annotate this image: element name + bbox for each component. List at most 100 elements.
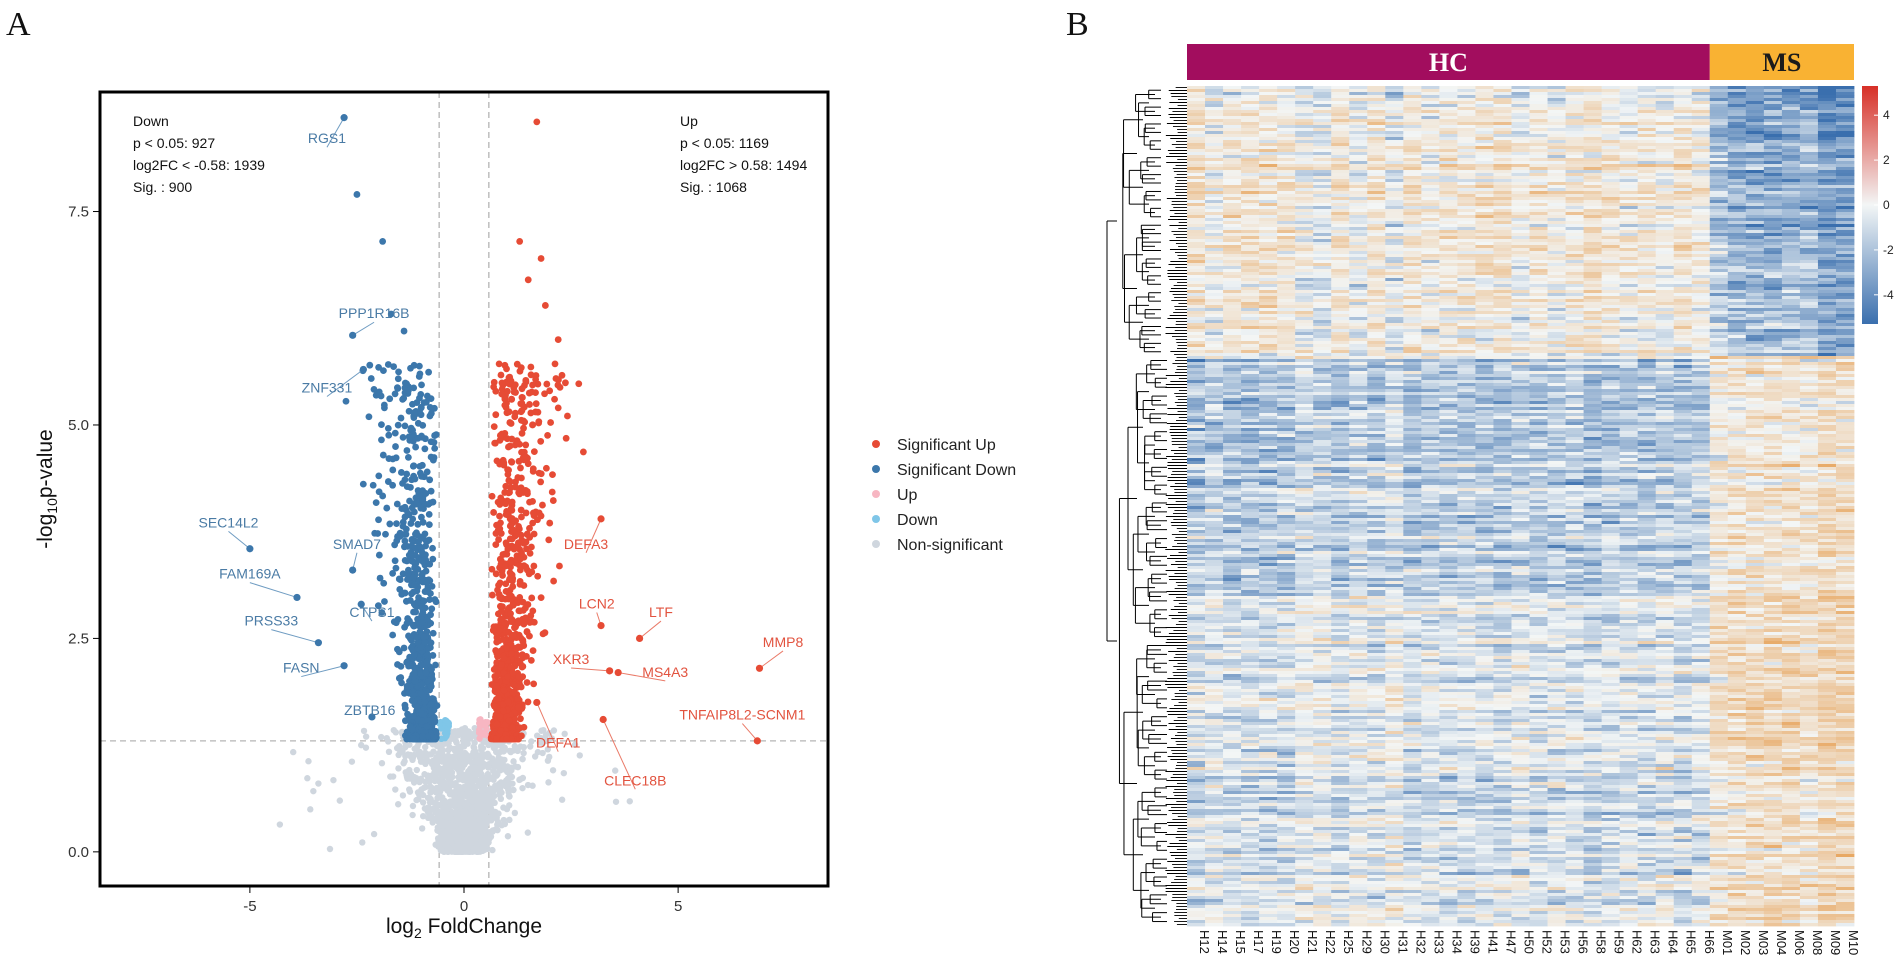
- heatmap-cell: [1583, 122, 1603, 126]
- point-nonsignificant: [626, 798, 633, 805]
- heatmap-cell: [1259, 98, 1278, 102]
- heatmap-cell: [1439, 152, 1458, 156]
- legend: Significant Up Significant Down Up Down Non-…: [872, 437, 1016, 554]
- heatmap-cell: [1727, 149, 1747, 153]
- heatmap-cell: [1511, 110, 1530, 114]
- point-significant-up: [493, 682, 500, 690]
- heatmap-cell: [1637, 95, 1657, 99]
- point-nonsignificant: [476, 817, 483, 824]
- heatmap-cell: [1817, 140, 1837, 144]
- point-significant-up: [522, 378, 530, 386]
- heatmap-cell: [1223, 110, 1242, 114]
- heatmap-cell: [1223, 146, 1242, 150]
- stats-down: Down p < 0.05: 927 log2FC < -0.58: 1939 …: [133, 113, 265, 195]
- point-labeled-gene: [340, 662, 348, 670]
- heatmap-cell: [1241, 143, 1260, 147]
- point-nonsignificant: [454, 727, 462, 735]
- point-significant-up: [520, 424, 527, 432]
- heatmap-cell: [1439, 137, 1458, 141]
- heatmap-cell: [1205, 119, 1224, 123]
- heatmap-cell: [1385, 104, 1404, 108]
- point-nonsignificant: [576, 752, 583, 759]
- point-significant-down: [404, 543, 411, 550]
- heatmap-cell: [1673, 95, 1693, 99]
- point-significant-down: [412, 608, 420, 616]
- heatmap-cell: [1439, 134, 1458, 138]
- point-significant-down: [384, 478, 392, 485]
- heatmap-cell: [1835, 119, 1855, 123]
- heatmap-cell: [1313, 104, 1332, 108]
- heatmap-cell: [1367, 107, 1386, 111]
- heatmap-cell: [1457, 116, 1476, 120]
- heatmap-cell: [1295, 92, 1314, 96]
- point-labeled-gene: [606, 667, 614, 675]
- point-significant-down: [391, 390, 399, 398]
- heatmap-cell: [1673, 125, 1693, 129]
- heatmap-cell: [1709, 146, 1729, 150]
- point-significant-up: [518, 732, 525, 740]
- heatmap-cell: [1493, 146, 1512, 150]
- heatmap-cell: [1565, 149, 1584, 153]
- point-significant-down: [397, 414, 405, 422]
- heatmap-cell: [1529, 86, 1548, 90]
- gene-label: FAM169A: [219, 566, 281, 582]
- heatmap-cell: [1745, 143, 1765, 147]
- heatmap-cell: [1205, 122, 1224, 126]
- point-significant-up: [534, 572, 542, 580]
- heatmap-cell: [1691, 113, 1711, 117]
- heatmap-cell: [1367, 110, 1386, 114]
- heatmap-cell: [1709, 101, 1729, 105]
- stats-down-line: log2FC < -0.58: 1939: [133, 157, 265, 173]
- heatmap-cell: [1583, 110, 1603, 114]
- heatmap-cell: [1295, 137, 1314, 141]
- point-significant-down: [427, 619, 435, 627]
- point-significant-up: [504, 545, 512, 553]
- heatmap-cell: [1421, 116, 1440, 120]
- heatmap-cell: [1781, 152, 1801, 156]
- heatmap-cell: [1799, 104, 1819, 108]
- point-nonsignificant: [517, 743, 524, 750]
- point-significant-down: [375, 388, 383, 396]
- heatmap-cell: [1205, 92, 1224, 96]
- gene-label-leader: [249, 582, 298, 598]
- heatmap-cell: [1835, 152, 1855, 156]
- point-significant-down: [401, 623, 408, 631]
- heatmap-cell: [1565, 104, 1584, 108]
- point-significant-up: [498, 379, 506, 387]
- heatmap-cell: [1835, 146, 1855, 150]
- heatmap-cell: [1781, 122, 1801, 126]
- point-nonsignificant: [362, 744, 370, 751]
- heatmap-cell: [1259, 113, 1278, 117]
- heatmap-cell: [1241, 95, 1260, 99]
- heatmap-cell: [1421, 143, 1440, 147]
- heatmap-cell: [1565, 95, 1584, 99]
- heatmap-cell: [1529, 104, 1548, 108]
- heatmap-cell: [1817, 131, 1837, 135]
- point-nonsignificant: [434, 827, 441, 834]
- point-significant-up: [505, 717, 513, 724]
- heatmap-cell: [1691, 143, 1711, 147]
- heatmap-cell: [1493, 140, 1512, 144]
- point-down: [441, 729, 449, 737]
- heatmap-cells: [1187, 86, 1855, 927]
- point-significant-up: [491, 673, 499, 680]
- point-nonsignificant: [519, 774, 527, 782]
- point-nonsignificant: [489, 846, 496, 854]
- heatmap-cell: [1691, 152, 1711, 156]
- heatmap-cell: [1349, 113, 1368, 117]
- heatmap-cell: [1655, 125, 1675, 129]
- heatmap-cell: [1439, 92, 1458, 96]
- heatmap-cell: [1655, 107, 1675, 111]
- point-significant-down: [378, 421, 385, 429]
- point-significant-up: [496, 594, 504, 602]
- point-significant-up: [515, 617, 522, 625]
- heatmap-cell: [1367, 119, 1386, 123]
- volcano-plot: RGS1 PPP1R16B ZNF331 SEC14L2 SMAD7 FAM169A CTP…: [34, 90, 830, 941]
- heatmap-cell: [1421, 86, 1440, 90]
- point-nonsignificant: [427, 751, 435, 758]
- heatmap-cell: [1745, 131, 1765, 135]
- heatmap-cell: [1781, 119, 1801, 123]
- heatmap-cell: [1349, 149, 1368, 153]
- point-significant-down: [425, 521, 433, 529]
- heatmap-cell: [1763, 122, 1783, 126]
